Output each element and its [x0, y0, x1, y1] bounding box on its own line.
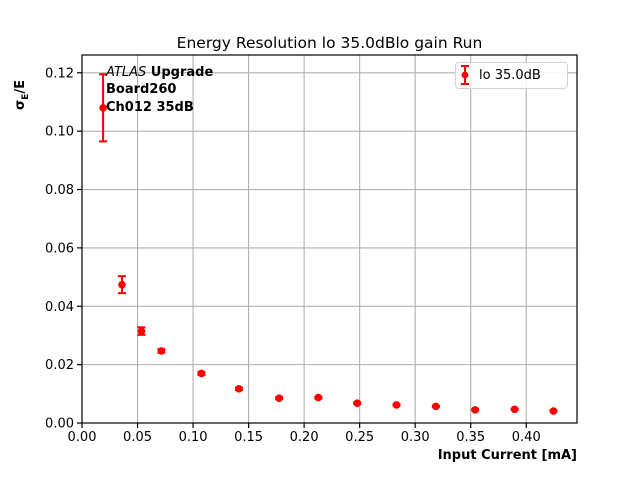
y-tick-label: 0.06	[45, 241, 74, 256]
x-tick-label: 0.10	[179, 430, 208, 445]
data-point	[510, 405, 519, 414]
y-tick-label: 0.02	[45, 358, 74, 373]
x-tick-label: 0.20	[290, 430, 319, 445]
x-tick-label: 0.05	[123, 430, 152, 445]
data-point	[471, 406, 479, 414]
legend-entry-label: lo 35.0dB	[479, 68, 541, 83]
axes-frame	[81, 54, 578, 424]
data-point	[197, 369, 206, 378]
data-point	[549, 407, 558, 415]
y-tick-label: 0.10	[45, 125, 74, 140]
chart-title: Energy Resolution lo 35.0dBlo gain Run	[176, 34, 483, 52]
y-axis-label-subscript: E	[20, 93, 31, 100]
annotation-atlas: ATLAS	[106, 65, 147, 80]
x-tick-label: 0.15	[234, 430, 263, 445]
x-tick-label: 0.40	[512, 430, 541, 445]
data-point	[157, 347, 166, 355]
x-tick-label: 0.00	[68, 430, 97, 445]
annotation-line-3: Ch012 35dB	[106, 99, 194, 115]
data-point	[275, 394, 283, 402]
annotation-line-1: ATLAS Upgrade	[106, 64, 213, 81]
annotation-upgrade: Upgrade	[146, 65, 214, 80]
annotation-text: ATLAS Upgrade Board260 Ch012 35dB	[106, 64, 213, 116]
data-point	[392, 401, 401, 409]
x-tick-label: 0.30	[401, 430, 430, 445]
y-tick-label: 0.04	[45, 300, 74, 315]
x-tick-label: 0.35	[456, 430, 485, 445]
y-axis-label-sigma: σ	[13, 99, 29, 110]
data-point	[235, 385, 243, 393]
y-tick-label: 0.08	[45, 183, 74, 198]
legend-box: lo 35.0dB	[455, 62, 568, 89]
y-axis-label: σE/E	[13, 80, 31, 110]
data-point	[353, 399, 362, 407]
data-point	[99, 104, 107, 112]
errorbar-legend-icon	[461, 65, 469, 85]
data-point	[432, 402, 440, 411]
y-tick-label: 0.12	[45, 66, 74, 81]
y-axis-label-rest: /E	[13, 80, 29, 94]
annotation-line-2: Board260	[106, 82, 177, 98]
legend-marker-dot	[461, 71, 469, 79]
data-point	[314, 393, 323, 402]
data-point	[118, 280, 126, 289]
x-axis-label: Input Current [mA]	[437, 448, 577, 463]
y-tick-label: 0.00	[45, 417, 74, 432]
x-tick-label: 0.25	[345, 430, 374, 445]
data-point	[137, 327, 146, 335]
